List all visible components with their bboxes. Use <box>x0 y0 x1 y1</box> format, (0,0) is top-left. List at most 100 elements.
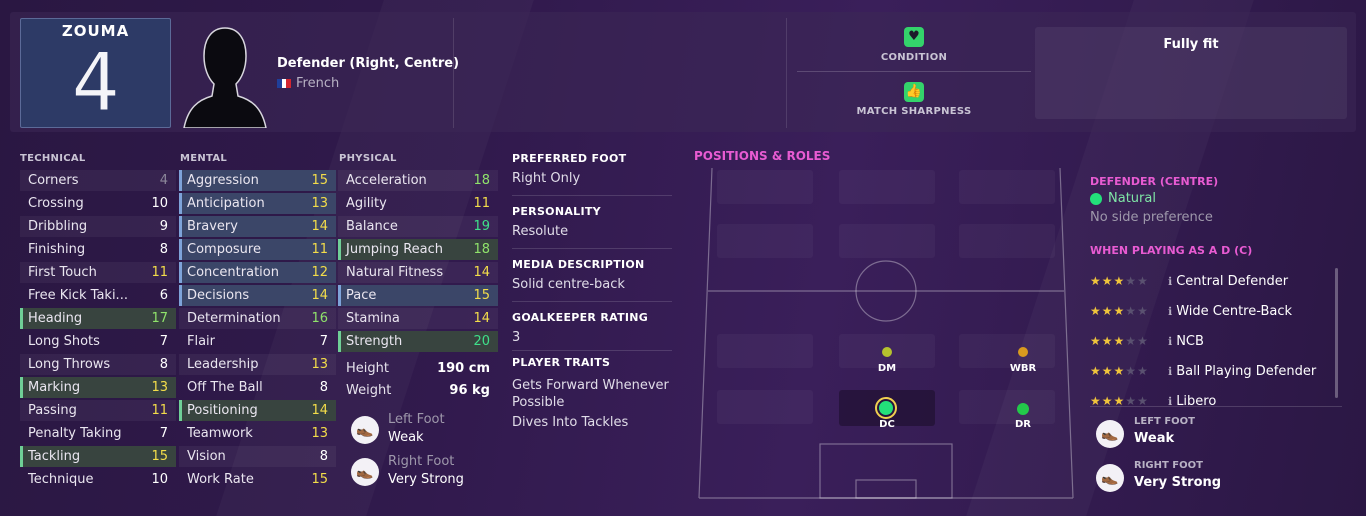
attribute-value: 18 <box>473 173 490 188</box>
natural-rating: Natural <box>1090 191 1156 206</box>
position-wbr-label[interactable]: WBR <box>1009 363 1037 374</box>
playing-as-header: WHEN PLAYING AS A D (C) <box>1090 244 1253 257</box>
attribute-name: Strength <box>346 334 403 349</box>
position-dc-label[interactable]: DC <box>879 419 895 430</box>
right-boot-icon: 👞 <box>351 458 379 486</box>
attribute-name: Crossing <box>28 196 84 211</box>
star-rating-icon: ★★★★★ <box>1090 274 1149 288</box>
mental-attribute-row[interactable]: Off The Ball 8 <box>179 377 336 398</box>
attribute-name: Aggression <box>187 173 259 188</box>
mental-attribute-row[interactable]: Anticipation 13 <box>179 193 336 214</box>
technical-attribute-row[interactable]: Penalty Taking 7 <box>20 423 176 444</box>
attribute-value: 15 <box>473 288 490 303</box>
divider <box>786 18 787 128</box>
technical-attribute-row[interactable]: Free Kick Taki... 6 <box>20 285 176 306</box>
positions-pitch[interactable] <box>697 168 1075 500</box>
technical-attribute-row[interactable]: Corners 4 <box>20 170 176 191</box>
role-name: NCB <box>1176 333 1204 349</box>
attribute-name: Natural Fitness <box>346 265 444 280</box>
attribute-value: 15 <box>151 449 168 464</box>
fitness-status: Fully fit <box>1163 37 1219 52</box>
condition-heart-icon: ♥ <box>904 27 924 47</box>
attribute-value: 13 <box>311 426 328 441</box>
technical-attribute-row[interactable]: Long Throws 8 <box>20 354 176 375</box>
mental-attribute-row[interactable]: Concentration 12 <box>179 262 336 283</box>
physical-attribute-row[interactable]: Pace 15 <box>338 285 498 306</box>
technical-attribute-row[interactable]: Finishing 8 <box>20 239 176 260</box>
attribute-name: Balance <box>346 219 398 234</box>
goalkeeper-rating-value: 3 <box>512 330 521 345</box>
mental-attribute-row[interactable]: Vision 8 <box>179 446 336 467</box>
media-description-heading: MEDIA DESCRIPTION <box>512 258 645 271</box>
mental-attribute-row[interactable]: Bravery 14 <box>179 216 336 237</box>
attribute-name: Free Kick Taki... <box>28 288 128 303</box>
attribute-value: 8 <box>319 449 328 464</box>
attribute-name: Acceleration <box>346 173 427 188</box>
role-row[interactable]: ★★★★★ ℹ NCB <box>1090 331 1204 351</box>
player-position-title: Defender (Right, Centre) <box>277 56 460 71</box>
mental-attribute-row[interactable]: Leadership 13 <box>179 354 336 375</box>
physical-attribute-row[interactable]: Agility 11 <box>338 193 498 214</box>
mental-attribute-row[interactable]: Work Rate 15 <box>179 469 336 490</box>
shirt-badge: ZOUMA 4 <box>20 18 171 129</box>
physical-attribute-row[interactable]: Strength 20 <box>338 331 498 352</box>
mental-attribute-row[interactable]: Flair 7 <box>179 331 336 352</box>
attribute-value: 14 <box>473 265 490 280</box>
attribute-value: 11 <box>311 242 328 257</box>
info-icon[interactable]: ℹ <box>1168 334 1173 348</box>
technical-attribute-row[interactable]: Dribbling 9 <box>20 216 176 237</box>
role-row[interactable]: ★★★★★ ℹ Central Defender <box>1090 271 1288 291</box>
divider <box>512 301 672 302</box>
attribute-value: 10 <box>151 196 168 211</box>
info-icon[interactable]: ℹ <box>1168 274 1173 288</box>
info-icon[interactable]: ℹ <box>1168 394 1173 408</box>
attribute-name: Jumping Reach <box>346 242 444 257</box>
physical-attribute-row[interactable]: Jumping Reach 18 <box>338 239 498 260</box>
physical-attribute-row[interactable]: Stamina 14 <box>338 308 498 329</box>
mental-attribute-row[interactable]: Composure 11 <box>179 239 336 260</box>
personality-value[interactable]: Resolute <box>512 224 569 239</box>
physical-attribute-row[interactable]: Natural Fitness 14 <box>338 262 498 283</box>
role-row[interactable]: ★★★★★ ℹ Libero <box>1090 391 1216 411</box>
mental-attribute-row[interactable]: Determination 16 <box>179 308 336 329</box>
weight-label: Weight <box>346 383 392 398</box>
mental-attribute-row[interactable]: Decisions 14 <box>179 285 336 306</box>
technical-attribute-row[interactable]: Crossing 10 <box>20 193 176 214</box>
mental-attribute-row[interactable]: Aggression 15 <box>179 170 336 191</box>
roles-scrollbar[interactable] <box>1335 268 1338 398</box>
attribute-value: 14 <box>311 403 328 418</box>
position-dm-label[interactable]: DM <box>877 363 897 374</box>
technical-attribute-row[interactable]: Marking 13 <box>20 377 176 398</box>
player-trait-2: Dives Into Tackles <box>512 415 629 430</box>
physical-attribute-row[interactable]: Acceleration 18 <box>338 170 498 191</box>
preferred-foot-heading: PREFERRED FOOT <box>512 152 627 165</box>
attribute-name: Passing <box>28 403 77 418</box>
condition-label: CONDITION <box>880 52 948 63</box>
attribute-value: 11 <box>151 403 168 418</box>
technical-attribute-row[interactable]: Technique 10 <box>20 469 176 490</box>
info-icon[interactable]: ℹ <box>1168 304 1173 318</box>
mental-attribute-row[interactable]: Teamwork 13 <box>179 423 336 444</box>
divider <box>512 195 672 196</box>
physical-attribute-row[interactable]: Balance 19 <box>338 216 498 237</box>
divider <box>512 350 672 351</box>
nationality[interactable]: French <box>277 76 339 91</box>
role-row[interactable]: ★★★★★ ℹ Wide Centre-Back <box>1090 301 1292 321</box>
divider <box>1090 406 1342 407</box>
position-dr-label[interactable]: DR <box>1014 419 1031 430</box>
technical-attribute-row[interactable]: First Touch 11 <box>20 262 176 283</box>
match-sharpness-label: MATCH SHARPNESS <box>856 106 972 117</box>
left-boot-icon: 👞 <box>351 416 379 444</box>
attribute-value: 6 <box>159 288 168 303</box>
technical-attribute-row[interactable]: Long Shots 7 <box>20 331 176 352</box>
role-row[interactable]: ★★★★★ ℹ Ball Playing Defender <box>1090 361 1316 381</box>
divider <box>797 71 1031 72</box>
technical-attribute-row[interactable]: Tackling 15 <box>20 446 176 467</box>
attribute-value: 14 <box>473 311 490 326</box>
info-icon[interactable]: ℹ <box>1168 364 1173 378</box>
mental-attribute-row[interactable]: Positioning 14 <box>179 400 336 421</box>
technical-attribute-row[interactable]: Passing 11 <box>20 400 176 421</box>
role-name: Ball Playing Defender <box>1176 363 1317 379</box>
right-foot-heading: RIGHT FOOT <box>1134 460 1203 471</box>
technical-attribute-row[interactable]: Heading 17 <box>20 308 176 329</box>
